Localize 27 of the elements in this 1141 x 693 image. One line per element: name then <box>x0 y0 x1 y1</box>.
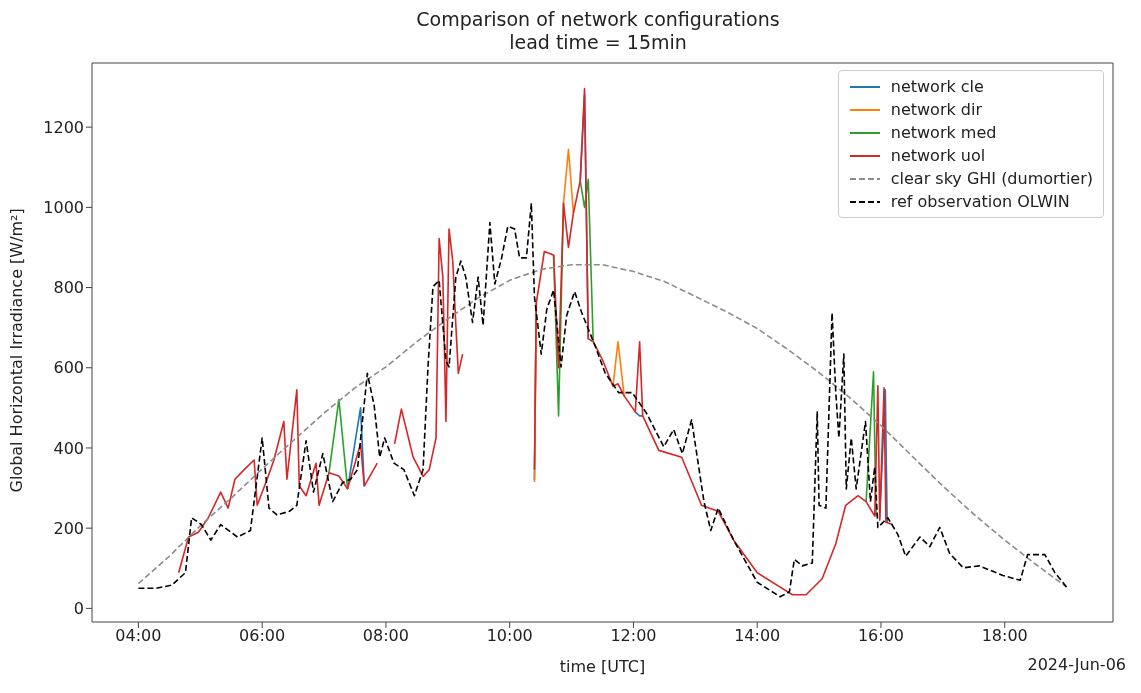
y-tick-label: 800 <box>53 278 84 298</box>
y-tick-label: 600 <box>53 358 84 378</box>
y-axis-title: Global Horizontal Irradiance [W/m²] <box>6 208 26 493</box>
y-tick-label: 0 <box>73 599 84 619</box>
x-tick-label: 18:00 <box>981 626 1028 646</box>
x-axis-title: time [UTC] <box>559 657 646 676</box>
chart-title: Comparison of network configurations <box>415 8 781 31</box>
line-series <box>137 263 1068 588</box>
y-tick-label: 1200 <box>43 117 84 137</box>
legend-label: ref observation OLWIN <box>890 191 1070 213</box>
x-tick-label: 08:00 <box>362 626 409 646</box>
legend-label: network cle <box>890 76 984 98</box>
legend-label: network uol <box>890 145 986 167</box>
chart-subtitle: lead time = 15min <box>508 31 688 54</box>
x-tick-label: 06:00 <box>239 626 286 646</box>
text: 2024-Jun-06 <box>1027 655 1126 674</box>
x-tick-label: 14:00 <box>734 626 781 646</box>
x-tick-label: 04:00 <box>115 626 162 646</box>
x-tick-label: 16:00 <box>857 626 905 646</box>
y-tick-label: 200 <box>53 518 84 538</box>
x-tick-label: 10:00 <box>486 626 533 646</box>
legend-label: clear sky GHI (dumortier) <box>890 168 1093 190</box>
y-tick-label: 1000 <box>43 198 84 218</box>
y-tick-label: 400 <box>53 438 84 458</box>
x-tick-label: 12:00 <box>610 626 657 646</box>
legend-label: network med <box>890 122 997 144</box>
legend-label: network dir <box>890 99 982 121</box>
